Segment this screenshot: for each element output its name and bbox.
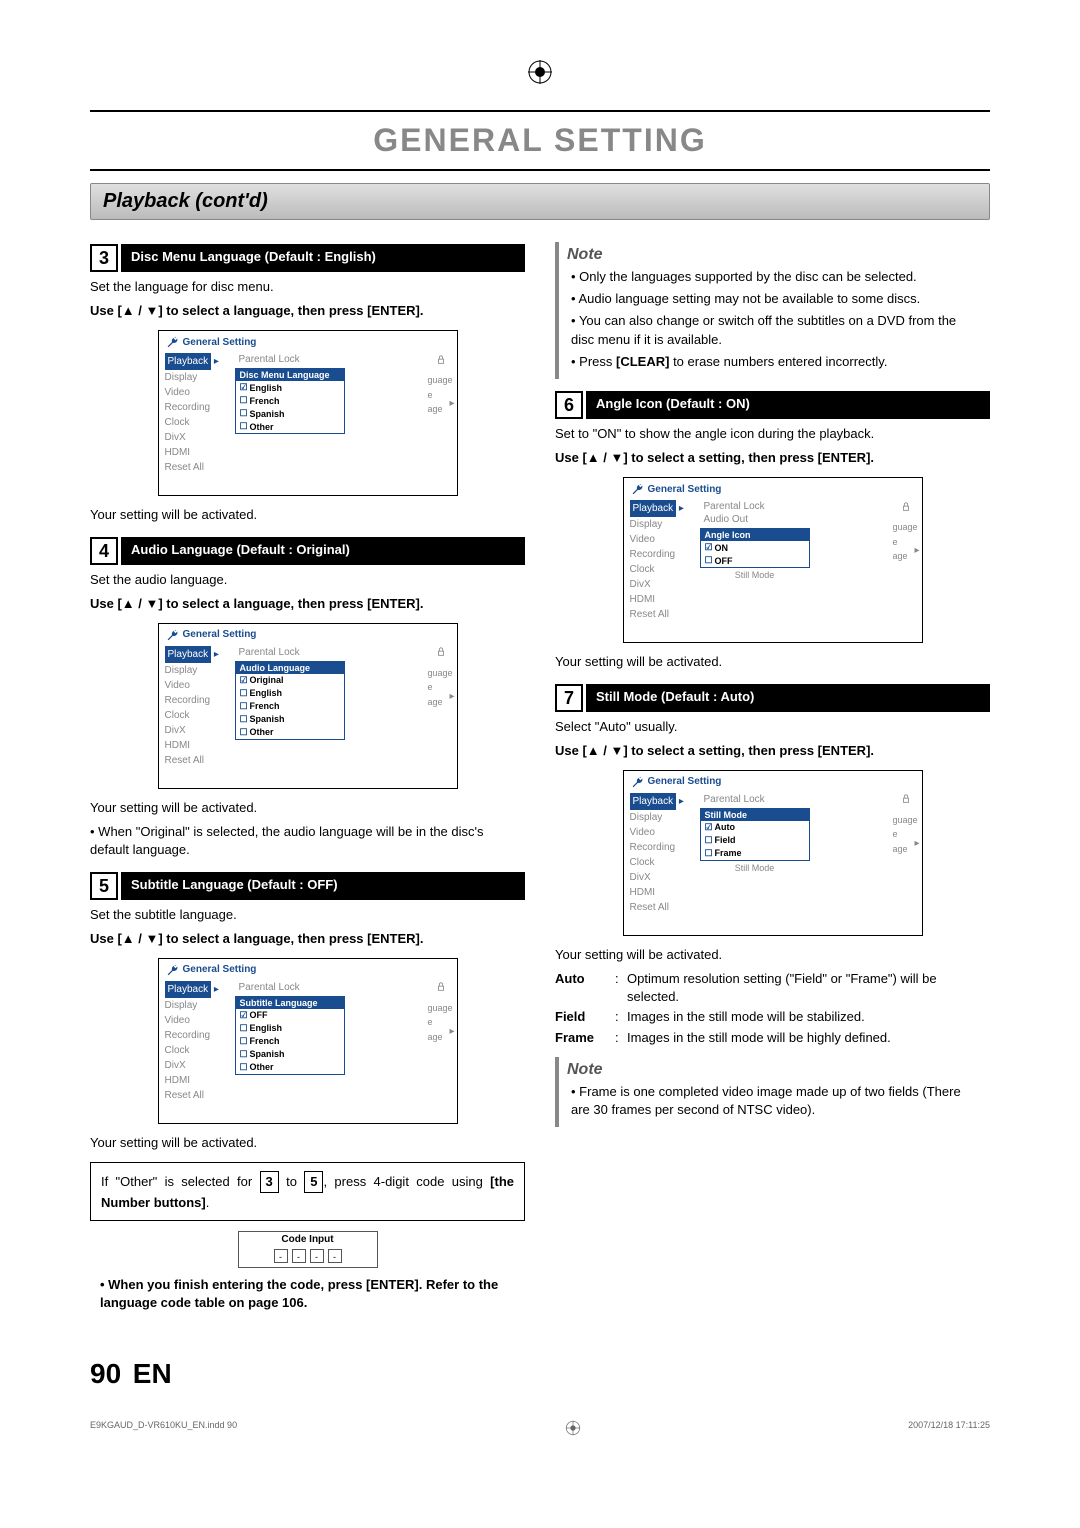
- step6-header: 6 Angle Icon (Default : ON): [555, 391, 990, 419]
- wrench-icon: [165, 335, 179, 349]
- step5-menu: General Setting Playback ▸ DisplayVideoR…: [158, 958, 458, 1124]
- step6-intro: Set to "ON" to show the angle icon durin…: [555, 425, 990, 443]
- still-mode-defs: Auto:Optimum resolution setting ("Field"…: [555, 970, 990, 1047]
- lock-icon: [435, 647, 447, 657]
- other-instruction-box: If "Other" is selected for 3 to 5, press…: [90, 1162, 525, 1221]
- step3-intro: Set the language for disc menu.: [90, 278, 525, 296]
- step5-header: 5 Subtitle Language (Default : OFF): [90, 872, 525, 900]
- step5-num: 5: [90, 872, 118, 900]
- step5-activated: Your setting will be activated.: [90, 1134, 525, 1152]
- step4-intro: Set the audio language.: [90, 571, 525, 589]
- step3-num: 3: [90, 244, 118, 272]
- step7-num: 7: [555, 684, 583, 712]
- step6-instr: Use [▲ / ▼] to select a setting, then pr…: [555, 449, 990, 467]
- right-column: Note Only the languages supported by the…: [555, 232, 990, 1318]
- step3-header: 3 Disc Menu Language (Default : English): [90, 244, 525, 272]
- step4-header: 4 Audio Language (Default : Original): [90, 537, 525, 565]
- step4-title: Audio Language (Default : Original): [121, 537, 525, 565]
- section-bar: Playback (cont'd): [90, 183, 990, 220]
- step7-header: 7 Still Mode (Default : Auto): [555, 684, 990, 712]
- note-box-2: Note Frame is one completed video image …: [555, 1057, 990, 1127]
- code-input-box: Code Input - - - -: [238, 1231, 378, 1268]
- wrench-icon: [630, 482, 644, 496]
- step3-instr: Use [▲ / ▼] to select a language, then p…: [90, 302, 525, 320]
- rule-top-2: [90, 169, 990, 171]
- step4-instr: Use [▲ / ▼] to select a language, then p…: [90, 595, 525, 613]
- footer-meta: E9KGAUD_D-VR610KU_EN.indd 90 2007/12/18 …: [90, 1420, 990, 1438]
- step5-intro: Set the subtitle language.: [90, 906, 525, 924]
- step6-activated: Your setting will be activated.: [555, 653, 990, 671]
- left-column: 3 Disc Menu Language (Default : English)…: [90, 232, 525, 1318]
- step7-instr: Use [▲ / ▼] to select a setting, then pr…: [555, 742, 990, 760]
- step6-title: Angle Icon (Default : ON): [586, 391, 990, 419]
- main-title: GENERAL SETTING: [90, 122, 990, 159]
- page-footer: 90 EN: [90, 1358, 990, 1390]
- lock-icon: [435, 982, 447, 992]
- step6-menu: General Setting Playback ▸ DisplayVideoR…: [623, 477, 923, 643]
- code-note: • When you finish entering the code, pre…: [90, 1276, 525, 1312]
- step6-num: 6: [555, 391, 583, 419]
- step7-menu: General Setting Playback ▸ DisplayVideoR…: [623, 770, 923, 936]
- step5-instr: Use [▲ / ▼] to select a language, then p…: [90, 930, 525, 948]
- wrench-icon: [165, 963, 179, 977]
- step5-title: Subtitle Language (Default : OFF): [121, 872, 525, 900]
- rule-top-1: [90, 110, 990, 112]
- step3-title: Disc Menu Language (Default : English): [121, 244, 525, 272]
- wrench-icon: [630, 775, 644, 789]
- step7-activated: Your setting will be activated.: [555, 946, 990, 964]
- step4-bullet: • When "Original" is selected, the audio…: [90, 823, 525, 859]
- step7-title: Still Mode (Default : Auto): [586, 684, 990, 712]
- lock-icon: [435, 355, 447, 365]
- step4-num: 4: [90, 537, 118, 565]
- menu-sidebar: Playback ▸ DisplayVideoRecording ClockDi…: [165, 353, 235, 475]
- step4-menu: General Setting Playback ▸ DisplayVideoR…: [158, 623, 458, 789]
- step3-activated: Your setting will be activated.: [90, 506, 525, 524]
- wrench-icon: [165, 628, 179, 642]
- lock-icon: [900, 794, 912, 804]
- note-box-1: Note Only the languages supported by the…: [555, 242, 990, 379]
- registration-mark-top: [90, 60, 990, 90]
- step4-activated: Your setting will be activated.: [90, 799, 525, 817]
- menu-title: General Setting: [183, 337, 257, 348]
- lock-icon: [900, 502, 912, 512]
- step3-menu: General Setting Playback ▸ DisplayVideoR…: [158, 330, 458, 496]
- step7-intro: Select "Auto" usually.: [555, 718, 990, 736]
